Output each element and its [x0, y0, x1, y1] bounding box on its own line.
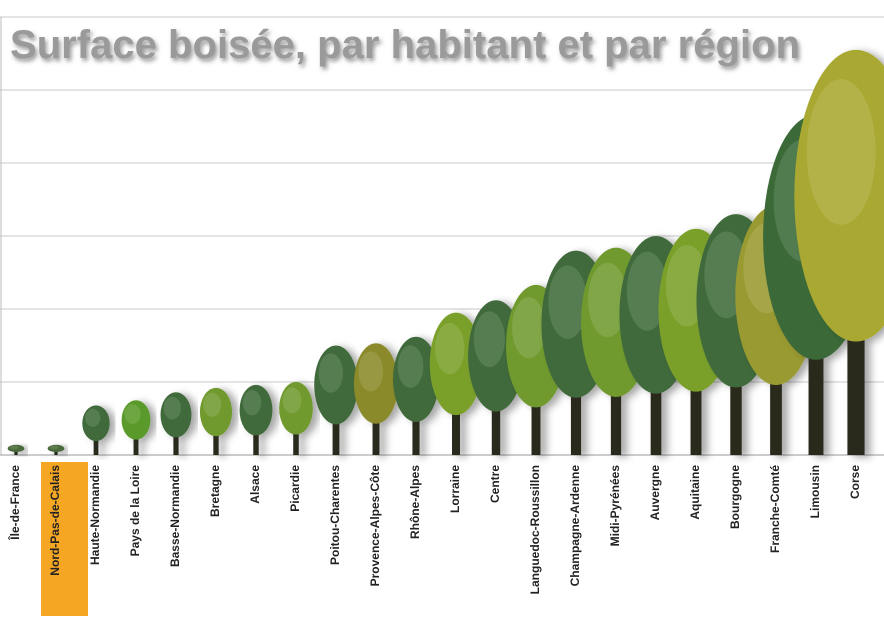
- trees: [7, 49, 884, 455]
- tree-trunk: [93, 430, 99, 455]
- tree-highlight: [397, 345, 424, 388]
- tree-trunk: [14, 449, 18, 455]
- tree-highlight: [358, 351, 384, 392]
- tree: [393, 336, 439, 455]
- tree-highlight: [282, 387, 302, 414]
- x-tick-label: Pays de la Loire: [128, 465, 142, 557]
- tree: [429, 312, 483, 455]
- tree-trunk: [293, 418, 299, 455]
- tree: [82, 405, 110, 455]
- tree-trunk: [770, 331, 782, 455]
- x-tick-label: Centre: [488, 465, 502, 503]
- tree-trunk: [133, 427, 139, 455]
- x-tick-label: Provence-Alpes-Côte: [368, 465, 382, 587]
- tree-trunk: [730, 335, 742, 455]
- x-tick-label: Basse-Normandie: [168, 465, 182, 567]
- tree-trunk: [332, 400, 340, 455]
- tree-highlight: [806, 79, 876, 225]
- tree-highlight: [203, 392, 222, 417]
- x-tick-label: Bretagne: [208, 465, 222, 517]
- x-tick-label: Corse: [848, 465, 862, 499]
- tree-highlight: [163, 396, 181, 420]
- tree-trunk: [491, 378, 501, 455]
- tree-highlight: [9, 445, 19, 450]
- x-tick-label: Midi-Pyrénées: [608, 465, 622, 547]
- tree: [121, 400, 151, 455]
- tree-trunk: [650, 346, 662, 455]
- tree: [794, 49, 884, 455]
- x-tick-label: Poitou-Charentes: [328, 465, 342, 565]
- tree-trunk: [213, 421, 219, 455]
- tree-highlight: [626, 251, 668, 331]
- x-tick-label: Alsace: [248, 465, 262, 504]
- tree-highlight: [512, 297, 546, 359]
- x-tick-label: Aquitaine: [688, 465, 702, 520]
- labels: Île-de-France Nord-Pas-de-Calais Haute-Nor…: [7, 462, 862, 616]
- x-tick-label: Champagne-Ardenne: [568, 465, 582, 587]
- tree: [279, 382, 313, 455]
- tree-trunk: [452, 384, 460, 455]
- tree-trunk: [570, 353, 582, 455]
- tree: [7, 444, 25, 455]
- tree-highlight: [473, 311, 505, 368]
- x-tick-label: Picardie: [288, 465, 302, 512]
- tree: [239, 384, 273, 455]
- grid: [0, 16, 884, 456]
- tree-highlight: [588, 262, 628, 338]
- x-tick-label: Auvergne: [648, 465, 662, 521]
- highlight-box: [41, 462, 88, 616]
- tree-trunk: [531, 370, 541, 455]
- x-tick-label: Bourgogne: [728, 465, 742, 529]
- tree-trunk: [54, 449, 58, 455]
- x-tick-label: Rhône-Alpes: [408, 465, 422, 539]
- tree-highlight: [242, 389, 262, 416]
- x-tick-label: Île-de-France: [7, 465, 22, 541]
- tree: [314, 345, 358, 455]
- tree-trunk: [173, 423, 179, 455]
- x-tick-label: Haute-Normandie: [88, 465, 102, 565]
- tree-trunk: [253, 420, 259, 455]
- x-tick-label: Franche-Comté: [768, 465, 782, 553]
- x-tick-label: Languedoc-Roussillon: [528, 465, 542, 594]
- x-tick-label: Nord-Pas-de-Calais: [48, 465, 62, 576]
- tree-highlight: [124, 404, 141, 424]
- tree-trunk: [372, 399, 380, 455]
- x-tick-label: Lorraine: [448, 465, 462, 513]
- tree-highlight: [548, 265, 588, 339]
- tree: [47, 444, 65, 455]
- tree-highlight: [435, 322, 465, 375]
- chart-title: Surface boisée, par habitant et par régi…: [10, 23, 800, 67]
- tree: [160, 392, 192, 455]
- tree-trunk: [610, 352, 622, 455]
- tree-highlight: [318, 353, 343, 393]
- tree: [199, 387, 233, 455]
- tree-highlight: [49, 445, 59, 450]
- tree-highlight: [85, 408, 101, 427]
- tree-trunk: [690, 342, 702, 455]
- tree: [353, 343, 399, 455]
- x-tick-label: Limousin: [808, 465, 822, 518]
- tree-trunk: [412, 396, 420, 455]
